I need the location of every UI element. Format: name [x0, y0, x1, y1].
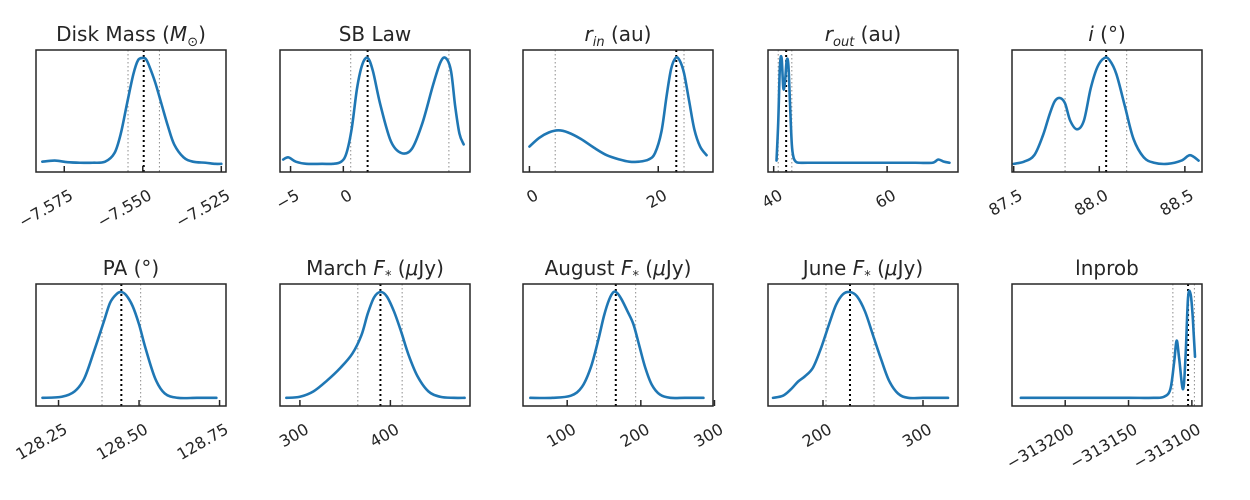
panel-4: rout (au) 40 60 [759, 22, 959, 212]
panel-title-part: out [833, 35, 855, 50]
x-tick-label: −7.550 [94, 185, 155, 231]
x-tick-label: 20 [643, 185, 670, 212]
panel-title-part: lnprob [1075, 256, 1139, 280]
panel-title-part: * [632, 269, 639, 284]
posterior-curve [529, 290, 705, 400]
panel-title: Disk Mass (M⊙) [56, 22, 206, 50]
x-tick-label: 88.0 [1071, 185, 1111, 219]
x-tick-label: 0 [337, 185, 355, 207]
panel-5: i (°) 87.5 88.0 88.5 [985, 22, 1203, 220]
panel-8: August F* (μJy) 100 200 300 [522, 256, 727, 451]
axes-frame [35, 49, 227, 173]
panel-title: i (°) [1088, 22, 1126, 46]
x-tick-label: −7.525 [173, 185, 234, 231]
panel-title: June F* (μJy) [801, 256, 923, 284]
posterior-curve [40, 56, 223, 166]
x-tick-label: −313200 [1003, 419, 1077, 473]
axes-frame [1011, 49, 1203, 173]
panel-9: June F* (μJy) 200 300 [767, 256, 959, 451]
panel-title-part: μ [884, 256, 898, 280]
axes-frame [767, 49, 959, 173]
x-tick-label: 40 [759, 185, 786, 212]
x-tick-label: −313150 [1067, 419, 1141, 473]
x-tick-label: 300 [691, 419, 727, 451]
panel-title-part: Jy) [416, 256, 444, 280]
panel-1: Disk Mass (M⊙) −7.575 −7.550 −7.525 [15, 22, 233, 231]
panel-title-part: August [545, 256, 621, 280]
panel-title-part: r [585, 22, 595, 46]
axes-frame [767, 283, 959, 407]
panel-title-part: SB Law [339, 22, 412, 46]
panel-title-part: ) [198, 22, 206, 46]
panel-title: rout (au) [825, 22, 901, 50]
panel-title-part: in [593, 35, 605, 50]
panel-title-part: * [385, 269, 392, 284]
panel-title-part: Disk Mass ( [56, 22, 170, 46]
posterior-curve [528, 56, 708, 164]
panel-6: PA (°) 128.25 128.50 128.75 [13, 256, 232, 464]
panel-title-part: ( [639, 256, 653, 280]
panel-title-part: PA (°) [103, 256, 159, 280]
panel-title-part: Jy) [664, 256, 692, 280]
x-tick-label: 128.50 [93, 419, 151, 463]
panel-title-part: June [801, 256, 853, 280]
x-tick-label: 300 [276, 419, 312, 451]
posterior-curve [1012, 56, 1200, 166]
axes-frame [1011, 283, 1203, 407]
panel-title-part: (au) [854, 22, 901, 46]
x-tick-label: −5 [273, 185, 303, 213]
panel-title-part: ⊙ [187, 35, 198, 50]
x-tick-label: 128.75 [174, 419, 232, 463]
panel-title-part: F [373, 256, 385, 280]
panel-2: SB Law −5 0 [273, 22, 471, 214]
panel-title-part: μ [652, 256, 666, 280]
panel-title: PA (°) [103, 256, 159, 280]
x-tick-label: −7.575 [15, 185, 76, 231]
x-tick-label: 200 [799, 419, 835, 451]
posterior-curve [1019, 289, 1197, 400]
axes-frame [522, 283, 714, 407]
posterior-curve [771, 290, 950, 400]
panel-title-part: (°) [1094, 22, 1126, 46]
panel-title-part: r [825, 22, 835, 46]
posterior-curve [775, 55, 951, 165]
panel-10: lnprob −313200−313150−313100 [1003, 256, 1204, 473]
panel-title-part: i [1088, 22, 1094, 46]
posterior-curve [281, 56, 465, 166]
panel-title-part: μ [405, 256, 419, 280]
panel-title-part: March [306, 256, 373, 280]
panel-title-part: M [170, 22, 187, 46]
x-tick-label: 400 [366, 419, 402, 451]
x-tick-label: 300 [899, 419, 935, 451]
axes-frame [279, 283, 471, 407]
panel-title-part: ( [871, 256, 885, 280]
posterior-curve [285, 290, 466, 400]
panel-title-part: Jy) [896, 256, 924, 280]
x-tick-label: 200 [617, 419, 653, 451]
x-tick-label: 88.5 [1157, 185, 1197, 219]
panel-title-part: F [853, 256, 865, 280]
panel-title-part: ( [391, 256, 405, 280]
axes-frame [522, 49, 714, 173]
x-tick-label: −313100 [1130, 419, 1204, 473]
axes-frame [279, 49, 471, 173]
posterior-curve [41, 290, 218, 400]
panel-title: lnprob [1075, 256, 1139, 280]
panel-title: SB Law [339, 22, 412, 46]
x-tick-label: 0 [523, 185, 541, 207]
axes-frame [35, 283, 227, 407]
panel-title-part: * [864, 269, 871, 284]
panel-title: rin (au) [585, 22, 652, 50]
panel-7: March F* (μJy) 300 400 [276, 256, 471, 451]
x-tick-label: 60 [872, 185, 899, 212]
x-tick-label: 128.25 [13, 419, 71, 463]
panel-title: March F* (μJy) [306, 256, 444, 284]
panel-title: August F* (μJy) [545, 256, 692, 284]
panel-3: rin (au) 0 20 [522, 22, 714, 212]
panel-title-part: (au) [605, 22, 652, 46]
x-tick-label: 87.5 [985, 185, 1025, 219]
panel-title-part: F [621, 256, 633, 280]
x-tick-label: 100 [543, 419, 579, 451]
